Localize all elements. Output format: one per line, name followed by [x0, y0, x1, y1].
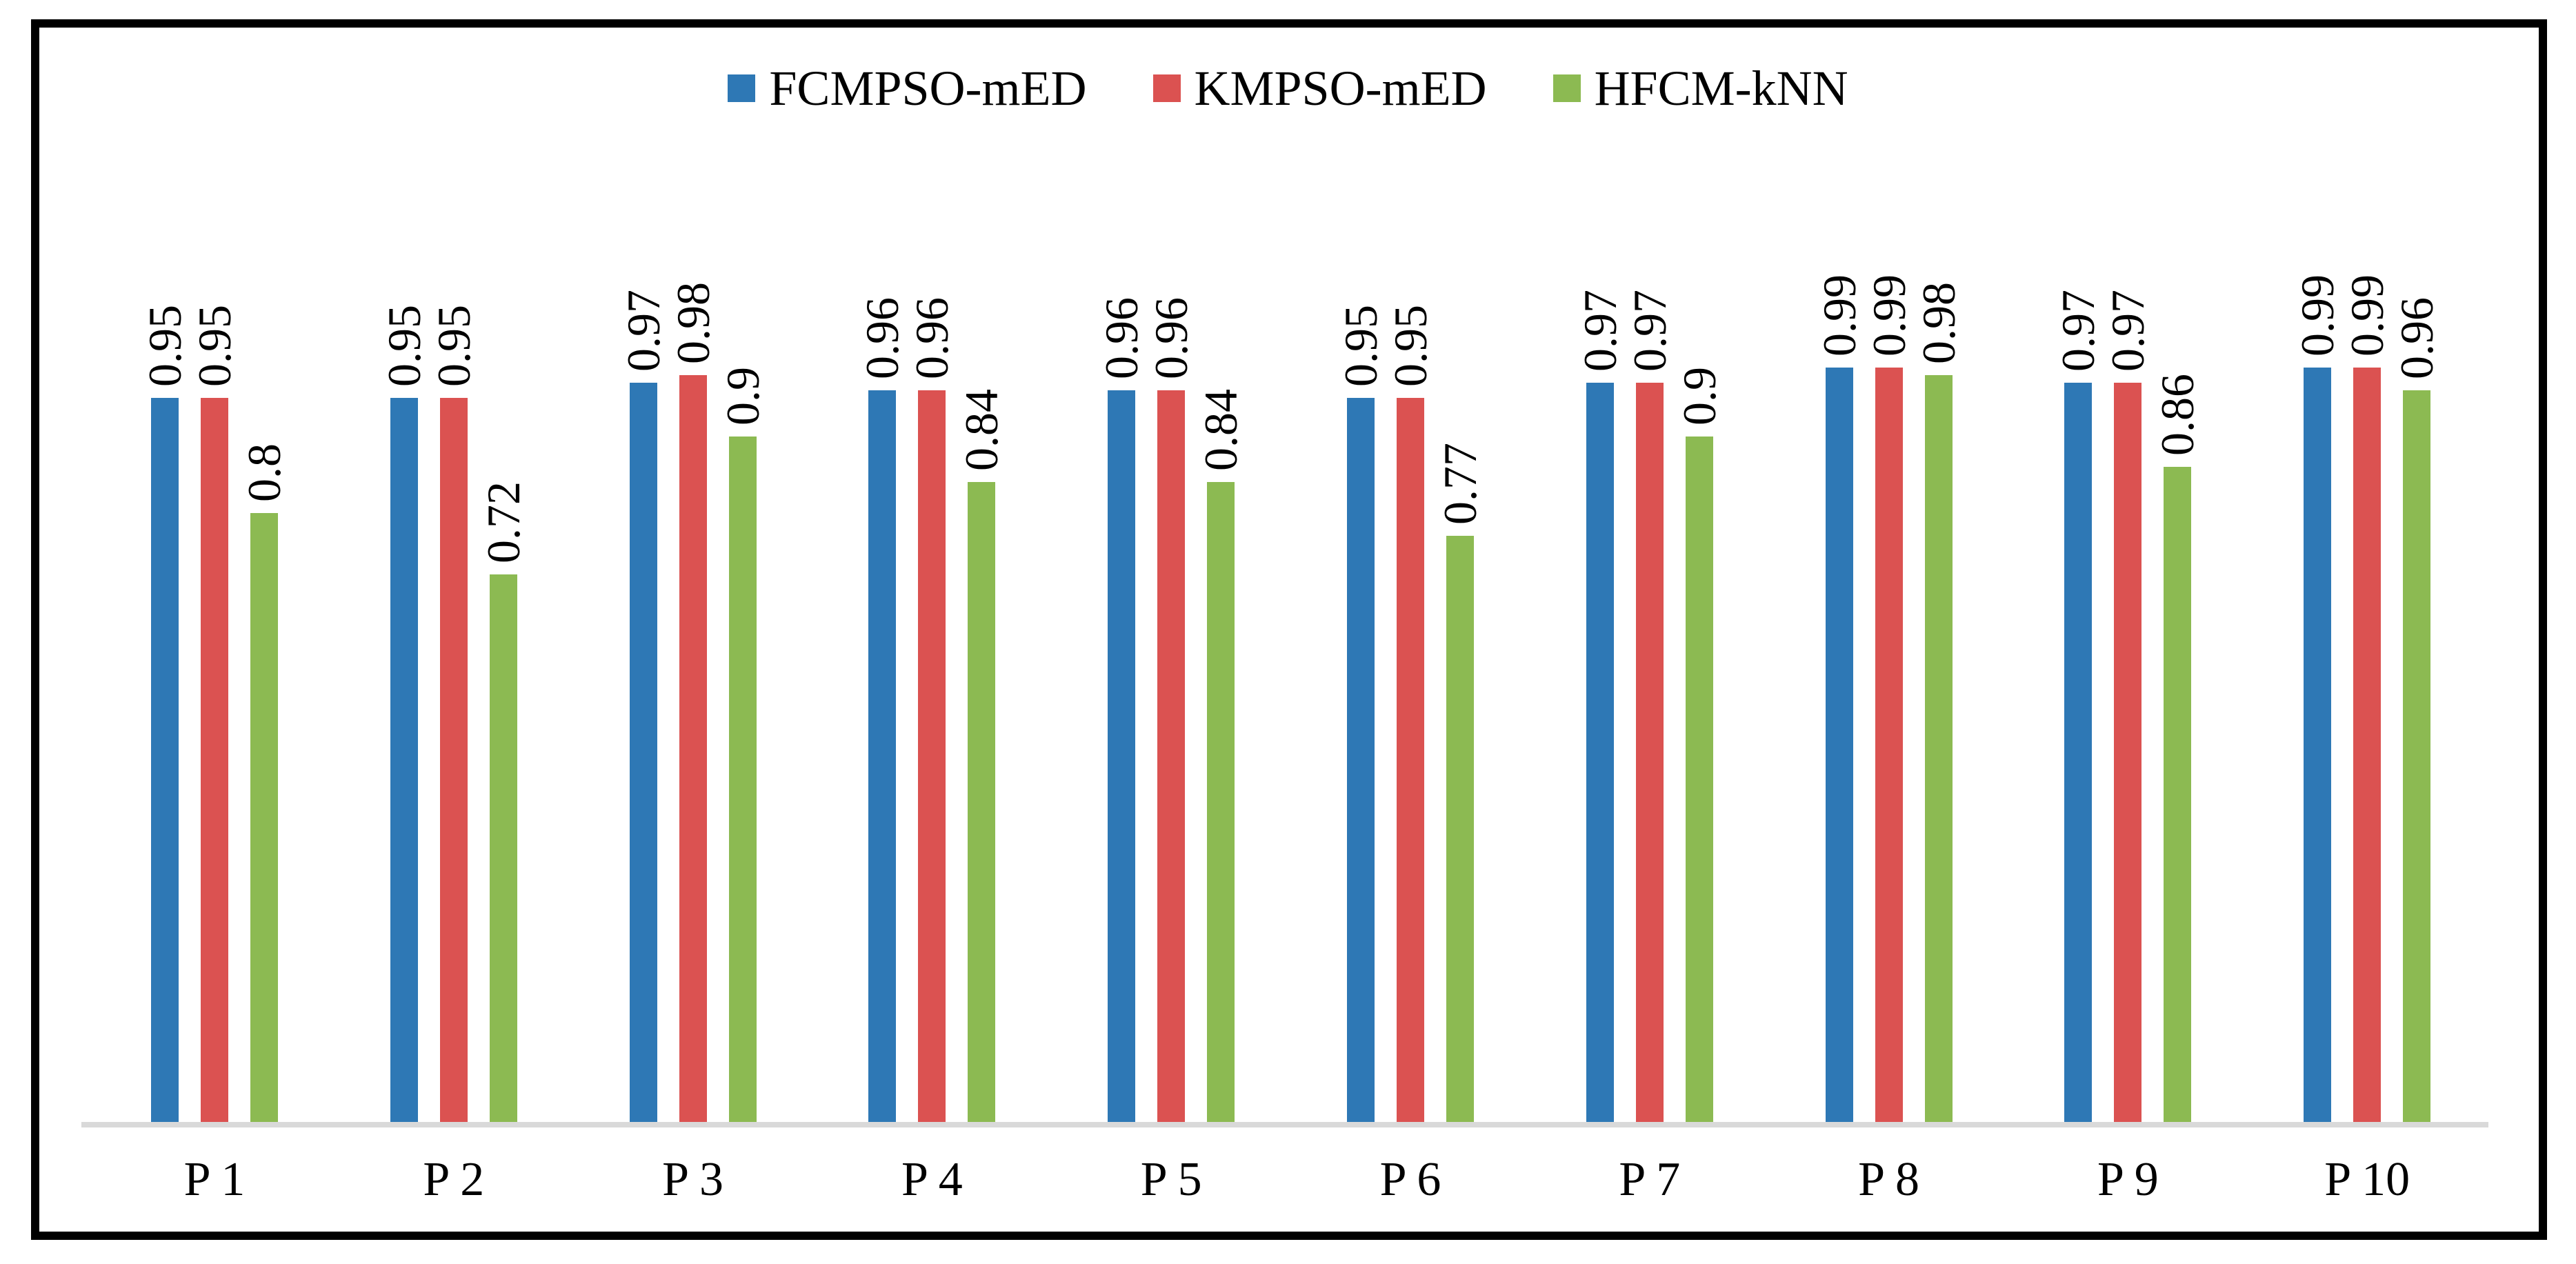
- bar-fcmpso-med-p6: [1347, 398, 1375, 1125]
- bar-value-label: 0.96: [1145, 297, 1198, 379]
- legend-item-kmpso-med: KMPSO-mED: [1152, 61, 1487, 116]
- bar-value-label: 0.99: [2341, 274, 2394, 357]
- bar-kmpso-med-p4: [918, 390, 946, 1125]
- bar-fcmpso-med-p10: [2304, 368, 2332, 1125]
- bar-hfcm-knn-p3: [728, 437, 757, 1125]
- legend-label: FCMPSO-mED: [769, 61, 1087, 116]
- bar-value-label: 0.96: [856, 297, 909, 379]
- bar-value-label: 0.95: [427, 305, 480, 387]
- bar-value-label: 0.77: [1434, 443, 1486, 525]
- legend-swatch-icon: [1552, 74, 1581, 102]
- bar-fcmpso-med-p2: [390, 398, 418, 1125]
- bar-fcmpso-med-p3: [629, 383, 657, 1125]
- bar-kmpso-med-p2: [439, 398, 468, 1125]
- bar-value-label: 0.97: [1573, 290, 1626, 372]
- legend-item-fcmpso-med: FCMPSO-mED: [728, 61, 1087, 116]
- bar-value-label: 0.97: [2052, 290, 2105, 372]
- bar-fcmpso-med-p7: [1586, 383, 1614, 1125]
- bar-value-label: 0.99: [1862, 274, 1915, 357]
- bar-value-label: 0.9: [1673, 367, 1726, 425]
- bar-fcmpso-med-p5: [1108, 390, 1136, 1125]
- bar-kmpso-med-p9: [2114, 383, 2142, 1125]
- bar-value-label: 0.95: [188, 305, 241, 387]
- bar-fcmpso-med-p1: [151, 398, 179, 1125]
- bar-value-label: 0.96: [2390, 297, 2444, 379]
- legend-swatch-icon: [1152, 74, 1181, 102]
- bar-value-label: 0.95: [377, 305, 430, 387]
- bar-kmpso-med-p5: [1157, 390, 1186, 1125]
- legend-label: KMPSO-mED: [1194, 61, 1487, 116]
- bar-value-label: 0.98: [1912, 282, 1965, 364]
- bar-fcmpso-med-p4: [868, 390, 897, 1125]
- bar-value-label: 0.84: [955, 389, 1008, 471]
- bar-kmpso-med-p8: [1875, 368, 1903, 1125]
- x-axis-tick-label: P 2: [423, 1153, 485, 1206]
- chart-legend: FCMPSO-mED KMPSO-mED HFCM-kNN: [0, 63, 2576, 113]
- bar-value-label: 0.9: [716, 367, 769, 425]
- bar-fcmpso-med-p9: [2064, 383, 2093, 1125]
- bar-kmpso-med-p6: [1397, 398, 1424, 1125]
- bar-value-label: 0.99: [1813, 274, 1866, 357]
- x-axis-tick-label: P 9: [2097, 1153, 2159, 1206]
- bar-hfcm-knn-p5: [1207, 482, 1235, 1125]
- bar-value-label: 0.95: [139, 305, 191, 387]
- x-axis-tick-label: P 8: [1858, 1153, 1920, 1206]
- x-axis-tick-label: P 10: [2324, 1153, 2410, 1206]
- legend-item-hfcm-knn: HFCM-kNN: [1552, 61, 1848, 116]
- bar-kmpso-med-p1: [201, 398, 228, 1125]
- bar-kmpso-med-p7: [1635, 383, 1664, 1125]
- x-axis-tick-label: P 6: [1379, 1153, 1441, 1206]
- x-axis-tick-label: P 5: [1140, 1153, 1202, 1206]
- bar-value-label: 0.96: [1095, 297, 1148, 379]
- bar-value-label: 0.97: [1623, 290, 1676, 372]
- bar-value-label: 0.86: [2151, 374, 2204, 456]
- x-axis-tick-label: P 7: [1619, 1153, 1681, 1206]
- bar-fcmpso-med-p8: [1825, 368, 1853, 1125]
- bar-hfcm-knn-p7: [1685, 437, 1713, 1125]
- x-axis-tick-label: P 4: [901, 1153, 963, 1206]
- legend-swatch-icon: [728, 74, 756, 102]
- legend-label: HFCM-kNN: [1594, 61, 1848, 116]
- bar-value-label: 0.8: [238, 443, 290, 502]
- x-axis-tick-label: P 1: [183, 1153, 246, 1206]
- x-axis-baseline: [81, 1122, 2488, 1127]
- bar-hfcm-knn-p6: [1446, 536, 1474, 1125]
- bar-value-label: 0.97: [2101, 290, 2155, 372]
- bar-value-label: 0.99: [2291, 274, 2344, 357]
- bar-hfcm-knn-p2: [489, 574, 517, 1125]
- bar-value-label: 0.97: [617, 290, 670, 372]
- bar-hfcm-knn-p8: [1924, 375, 1953, 1125]
- bar-hfcm-knn-p10: [2403, 390, 2431, 1125]
- bar-value-label: 0.72: [477, 481, 530, 563]
- bar-hfcm-knn-p1: [250, 513, 278, 1125]
- bar-value-label: 0.95: [1335, 305, 1387, 387]
- bar-hfcm-knn-p4: [968, 482, 996, 1125]
- bar-hfcm-knn-p9: [2164, 467, 2192, 1125]
- bar-value-label: 0.84: [1195, 389, 1248, 471]
- bar-kmpso-med-p3: [679, 375, 707, 1125]
- bar-value-label: 0.98: [666, 282, 719, 364]
- x-axis-tick-label: P 3: [662, 1153, 724, 1206]
- bar-value-label: 0.95: [1384, 305, 1437, 387]
- bar-value-label: 0.96: [906, 297, 959, 379]
- bar-kmpso-med-p10: [2353, 368, 2382, 1125]
